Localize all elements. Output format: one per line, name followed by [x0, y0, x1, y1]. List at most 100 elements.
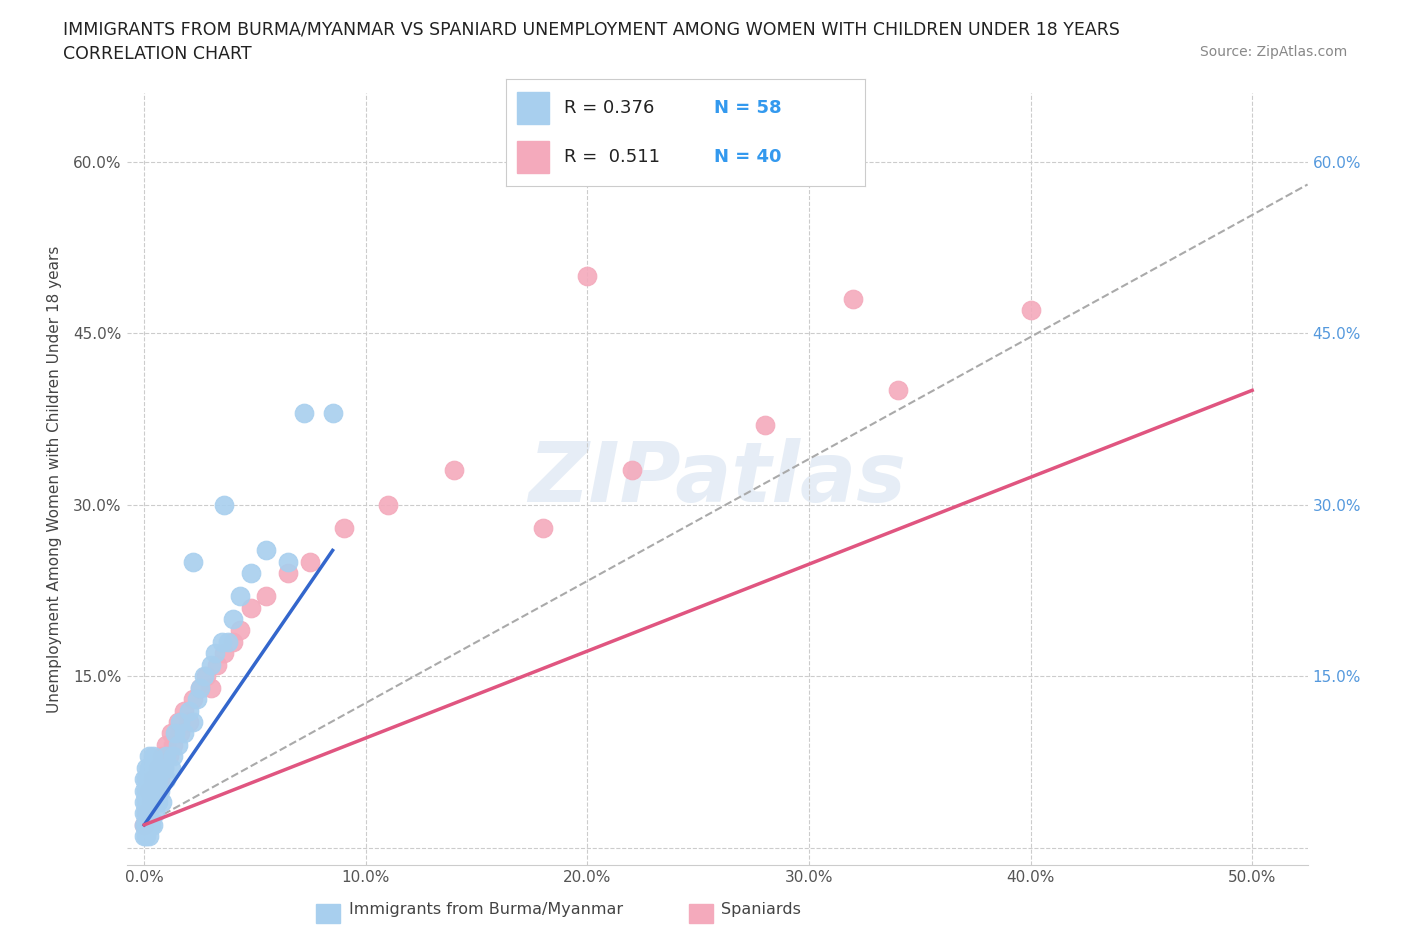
- Bar: [517, 141, 550, 173]
- Point: [299, 554, 322, 569]
- Point: [143, 760, 166, 775]
- Point: [377, 498, 399, 512]
- Point: [162, 749, 184, 764]
- Point: [200, 658, 222, 672]
- Bar: [517, 92, 550, 124]
- Point: [195, 669, 218, 684]
- Point: [153, 760, 176, 775]
- Point: [332, 520, 354, 535]
- Point: [166, 714, 188, 729]
- Point: [146, 760, 169, 775]
- Point: [181, 692, 204, 707]
- Point: [142, 817, 165, 832]
- Point: [254, 543, 277, 558]
- Point: [143, 783, 166, 798]
- Point: [193, 669, 215, 684]
- Point: [142, 749, 165, 764]
- Text: ZIPatlas: ZIPatlas: [529, 438, 905, 520]
- Point: [138, 783, 160, 798]
- Point: [138, 760, 160, 775]
- Point: [754, 418, 776, 432]
- Point: [138, 783, 160, 798]
- Point: [188, 680, 211, 695]
- Text: Source: ZipAtlas.com: Source: ZipAtlas.com: [1199, 45, 1347, 59]
- Point: [228, 623, 250, 638]
- Point: [143, 806, 166, 821]
- Point: [139, 817, 162, 832]
- Point: [135, 806, 157, 821]
- Point: [207, 658, 229, 672]
- Point: [135, 829, 157, 844]
- Point: [173, 703, 195, 718]
- Point: [177, 703, 200, 718]
- Point: [1019, 303, 1042, 318]
- Point: [200, 680, 222, 695]
- Point: [204, 646, 226, 661]
- Point: [177, 714, 200, 729]
- Text: R =  0.511: R = 0.511: [564, 148, 659, 166]
- Point: [157, 749, 180, 764]
- Point: [138, 749, 160, 764]
- Point: [146, 794, 169, 809]
- Point: [169, 726, 191, 741]
- Point: [443, 463, 465, 478]
- Y-axis label: Unemployment Among Women with Children Under 18 years: Unemployment Among Women with Children U…: [46, 246, 62, 712]
- Point: [160, 760, 183, 775]
- Point: [165, 726, 187, 741]
- Point: [149, 783, 172, 798]
- Point: [134, 772, 156, 787]
- Point: [222, 612, 245, 627]
- Point: [222, 634, 245, 649]
- Point: [173, 726, 195, 741]
- Point: [139, 794, 162, 809]
- Point: [135, 794, 157, 809]
- Point: [188, 680, 211, 695]
- Point: [135, 783, 157, 798]
- Point: [155, 737, 177, 752]
- Point: [150, 749, 173, 764]
- Text: N = 40: N = 40: [714, 148, 782, 166]
- Point: [322, 405, 344, 420]
- Point: [254, 589, 277, 604]
- Point: [239, 600, 262, 615]
- Point: [160, 726, 183, 741]
- Point: [135, 772, 157, 787]
- Point: [186, 692, 208, 707]
- Point: [181, 714, 204, 729]
- Point: [212, 498, 235, 512]
- Point: [134, 817, 156, 832]
- Point: [135, 817, 157, 832]
- Point: [277, 554, 299, 569]
- Point: [211, 634, 233, 649]
- Text: N = 58: N = 58: [714, 99, 782, 117]
- Point: [134, 829, 156, 844]
- Text: CORRELATION CHART: CORRELATION CHART: [63, 45, 252, 62]
- Point: [531, 520, 554, 535]
- Point: [277, 565, 299, 580]
- Point: [576, 269, 599, 284]
- Point: [292, 405, 315, 420]
- Point: [139, 794, 162, 809]
- Point: [228, 589, 250, 604]
- Point: [153, 760, 176, 775]
- Point: [134, 817, 156, 832]
- Point: [138, 829, 160, 844]
- Text: IMMIGRANTS FROM BURMA/MYANMAR VS SPANIARD UNEMPLOYMENT AMONG WOMEN WITH CHILDREN: IMMIGRANTS FROM BURMA/MYANMAR VS SPANIAR…: [63, 20, 1121, 38]
- Point: [886, 383, 908, 398]
- Text: Spaniards: Spaniards: [721, 902, 801, 917]
- Point: [842, 291, 865, 306]
- Point: [150, 794, 173, 809]
- Point: [162, 737, 184, 752]
- Point: [155, 772, 177, 787]
- Point: [134, 794, 156, 809]
- Point: [212, 646, 235, 661]
- Point: [134, 783, 156, 798]
- Point: [134, 806, 156, 821]
- Point: [135, 760, 157, 775]
- Text: Immigrants from Burma/Myanmar: Immigrants from Burma/Myanmar: [349, 902, 623, 917]
- Point: [135, 806, 157, 821]
- Point: [138, 806, 160, 821]
- Point: [239, 565, 262, 580]
- Point: [142, 794, 165, 809]
- Point: [169, 714, 191, 729]
